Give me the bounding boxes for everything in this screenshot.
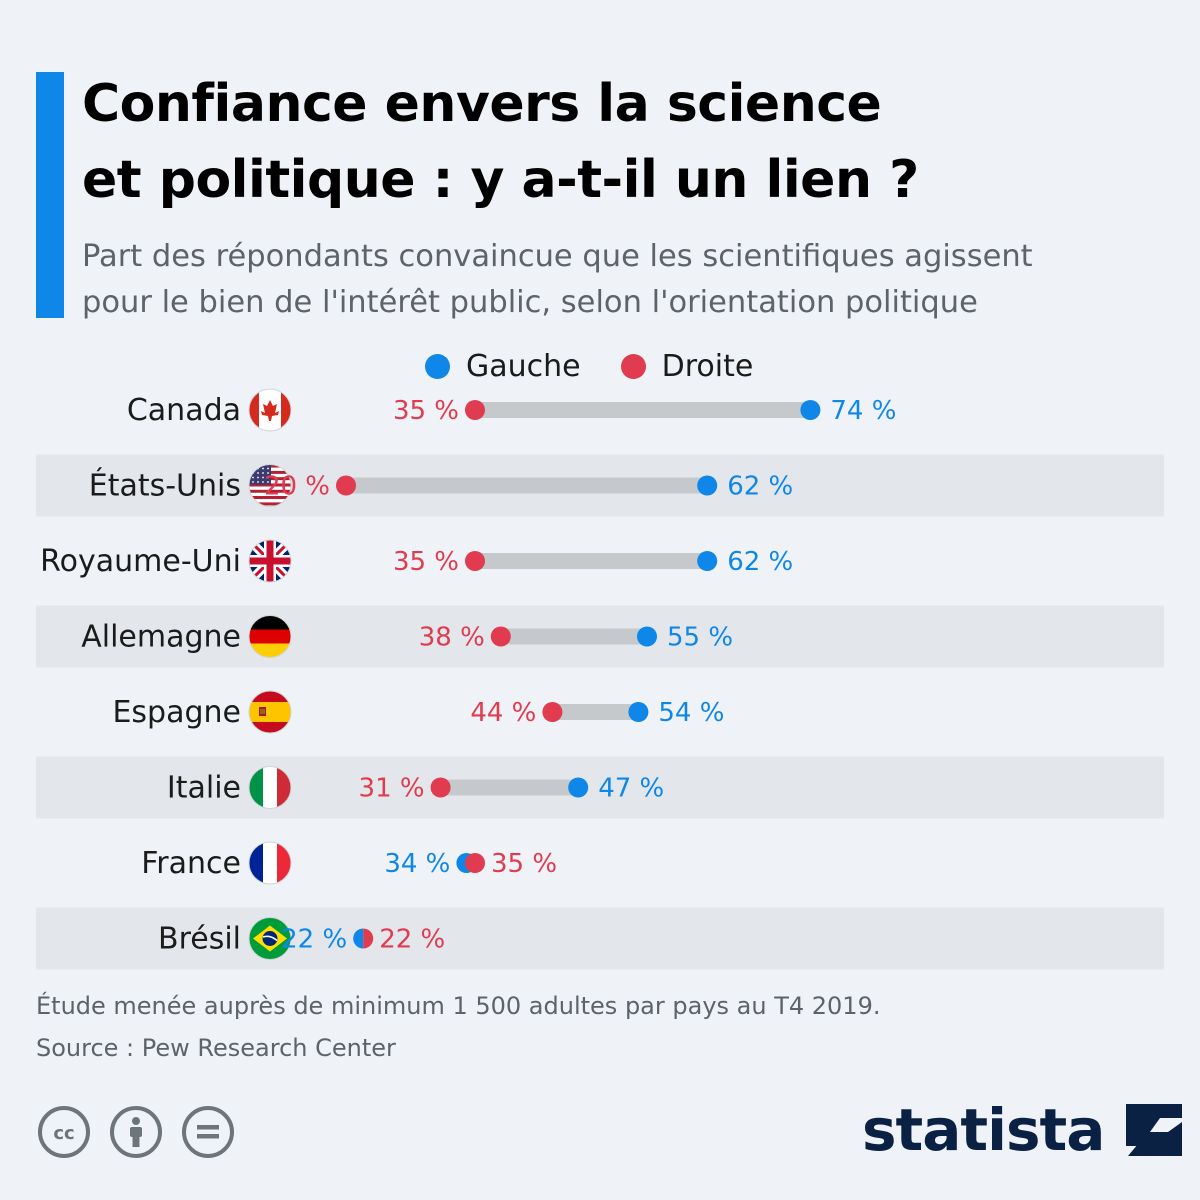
category-label: Brésil [158, 922, 241, 957]
footnote: Étude menée auprès de minimum 1 500 adul… [36, 985, 1176, 1069]
uk-flag-icon [248, 539, 292, 583]
brazil-flag-icon [248, 917, 292, 960]
gauche-dot [697, 475, 718, 496]
gauche-dot [800, 400, 821, 420]
chart-row: Allemagne 38 % 55 % [36, 605, 1164, 668]
category-label: Italie [167, 771, 241, 806]
legend-label-gauche: Gauche [466, 348, 581, 384]
row-band [36, 907, 1164, 970]
droite-dot [336, 475, 356, 496]
gauche-value-label: 55 % [667, 623, 733, 653]
chart-title: Confiance envers la science et politique… [82, 66, 1162, 218]
attribution-icon [110, 1106, 162, 1158]
category-label: États-Unis [89, 468, 241, 504]
title-line-2: et politique : y a-t-il un lien ? [82, 150, 919, 210]
droite-dot [465, 551, 485, 571]
canada-flag-icon [248, 388, 292, 432]
chart-row: Espagne 44 % 54 % [112, 690, 724, 734]
gauche-dot [568, 777, 589, 798]
gauche-value-label: 47 % [598, 774, 664, 804]
usa-flag-icon [248, 464, 292, 507]
france-flag-icon [248, 841, 292, 885]
italy-flag-icon [248, 766, 292, 809]
subtitle-line-2: pour le bien de l'intérêt public, selon … [82, 285, 978, 320]
chart-row: États-Unis 20 % 62 % [36, 454, 1164, 517]
footnote-study: Étude menée auprès de minimum 1 500 adul… [36, 992, 881, 1020]
droite-dot [465, 853, 485, 873]
germany-flag-icon [248, 615, 292, 658]
statista-logo: statista [862, 1096, 1186, 1164]
droite-value-label: 35 % [393, 396, 459, 426]
droite-dot [465, 400, 485, 420]
category-label: Espagne [112, 695, 241, 730]
droite-value-label: 44 % [470, 698, 536, 728]
chart-row: Brésil 22 % 22 % [36, 907, 1164, 970]
overlap-dot [353, 928, 374, 949]
legend-item-droite: Droite [620, 348, 754, 384]
no-derivatives-icon [182, 1106, 234, 1158]
accent-bar [36, 72, 64, 318]
category-label: Canada [127, 393, 241, 428]
gauche-value-label: 22 % [281, 925, 347, 955]
chart-row: Italie 31 % 47 % [36, 756, 1164, 819]
legend-label-droite: Droite [661, 348, 754, 384]
droite-value-label: 35 % [491, 849, 557, 879]
category-label: Royaume-Uni [40, 544, 241, 579]
chart-row: Canada 35 % 74 % [127, 388, 896, 432]
chart-row: France 34 % 35 % [141, 841, 557, 885]
chart-row: Royaume-Uni 35 % 62 % [40, 539, 793, 583]
svg-text:cc: cc [53, 1123, 74, 1144]
dumbbell-chart: Canada 35 % 74 %États-Unis 20 % 62 %Royaume-… [36, 388, 1164, 970]
gauche-value-label: 34 % [384, 849, 450, 879]
creative-commons-icon: cc [38, 1106, 90, 1158]
category-label: France [141, 846, 241, 881]
gauche-value-label: 74 % [830, 396, 896, 426]
droite-dot [430, 777, 451, 798]
footnote-source: Source : Pew Research Center [36, 1034, 396, 1062]
chart-subtitle: Part des répondants convaincue que les s… [82, 234, 1182, 326]
spain-flag-icon [248, 690, 292, 734]
droite-value-label: 31 % [359, 774, 425, 804]
subtitle-line-1: Part des répondants convaincue que les s… [82, 239, 1033, 274]
legend-dot-gauche [425, 353, 450, 379]
gauche-dot [353, 928, 364, 949]
gauche-dot [628, 702, 649, 722]
statista-logo-text: statista [862, 1096, 1105, 1164]
category-label: Allemagne [81, 620, 241, 655]
gauche-value-label: 62 % [727, 472, 793, 502]
droite-dot [363, 928, 374, 949]
gauche-value-label: 54 % [658, 698, 724, 728]
gauche-dot [697, 551, 718, 571]
row-band [36, 756, 1164, 819]
legend-dot-droite [620, 353, 646, 379]
legend-item-gauche: Gauche [425, 349, 581, 384]
legend: Gauche Droite [425, 344, 793, 388]
droite-value-label: 38 % [419, 623, 485, 653]
gauche-dot [637, 626, 657, 647]
gauche-value-label: 62 % [727, 547, 793, 577]
droite-value-label: 35 % [393, 547, 459, 577]
droite-dot [490, 626, 511, 647]
statista-logo-icon [1126, 1104, 1183, 1156]
droite-value-label: 22 % [379, 925, 445, 955]
title-line-1: Confiance envers la science [82, 74, 882, 134]
droite-value-label: 20 % [264, 472, 330, 502]
droite-dot [542, 702, 563, 722]
